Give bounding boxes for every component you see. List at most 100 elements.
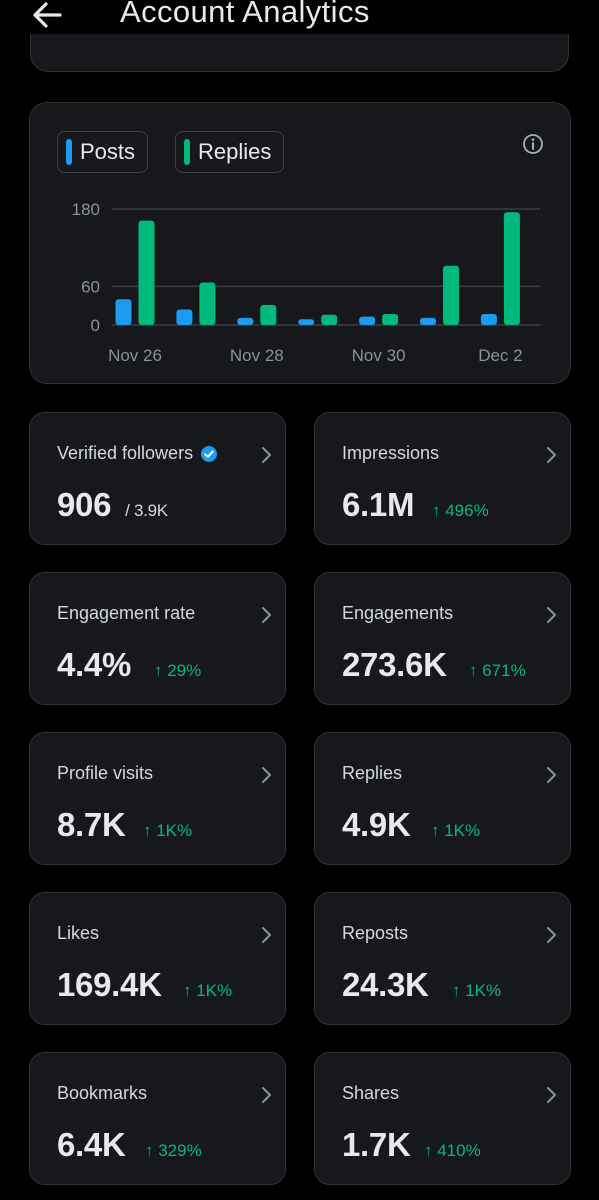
chevron-right-icon[interactable] bbox=[259, 1085, 273, 1105]
stat-value: 273.6K bbox=[342, 646, 447, 684]
chevron-right-icon[interactable] bbox=[544, 445, 558, 465]
bar-posts[interactable] bbox=[115, 299, 132, 325]
bar-posts[interactable] bbox=[420, 317, 436, 325]
legend-swatch-replies bbox=[184, 139, 190, 165]
stat-label: Likes bbox=[57, 923, 99, 944]
stat-card-shares[interactable]: Shares 1.7K ↑ 410% bbox=[314, 1052, 571, 1185]
bar-posts[interactable] bbox=[237, 317, 254, 325]
stat-value-text: 6.4K bbox=[57, 1126, 126, 1163]
stat-change: ↑ 1K% bbox=[143, 821, 193, 840]
stat-value: 906 / 3.9K bbox=[57, 486, 168, 524]
y-tick-label: 0 bbox=[91, 316, 100, 335]
chevron-right-icon[interactable] bbox=[259, 765, 273, 785]
stat-value: 8.7K bbox=[57, 806, 126, 844]
x-tick-label: Nov 28 bbox=[230, 346, 284, 365]
page-title: Account Analytics bbox=[120, 0, 370, 29]
stat-label: Engagements bbox=[342, 603, 453, 624]
chevron-right-icon[interactable] bbox=[259, 925, 273, 945]
x-tick-label: Nov 26 bbox=[108, 346, 162, 365]
stat-card-replies[interactable]: Replies 4.9K ↑ 1K% bbox=[314, 732, 571, 865]
stat-change: ↑ 1K% bbox=[431, 821, 481, 840]
x-tick-label: Dec 2 bbox=[478, 346, 522, 365]
bar-posts[interactable] bbox=[480, 314, 497, 325]
stat-card-reposts[interactable]: Reposts 24.3K ↑ 1K% bbox=[314, 892, 571, 1025]
stat-label-text: Replies bbox=[342, 763, 403, 783]
stat-label: Verified followers bbox=[57, 443, 218, 464]
legend-replies[interactable]: Replies bbox=[175, 131, 285, 173]
y-tick-label: 180 bbox=[72, 200, 100, 219]
chevron-right-icon[interactable] bbox=[544, 1085, 558, 1105]
stat-change: ↑ 410% bbox=[424, 1141, 481, 1160]
stat-label: Impressions bbox=[342, 443, 439, 464]
bar-replies[interactable] bbox=[382, 314, 399, 325]
stat-label-text: Verified followers bbox=[57, 443, 194, 463]
stat-label: Shares bbox=[342, 1083, 399, 1104]
bar-posts[interactable] bbox=[359, 316, 376, 325]
stat-value-text: 8.7K bbox=[57, 806, 126, 843]
stat-label-text: Impressions bbox=[342, 443, 440, 463]
stat-value-text: 24.3K bbox=[342, 966, 429, 1003]
previous-card-edge bbox=[30, 34, 569, 72]
stat-card-profile-visits[interactable]: Profile visits 8.7K ↑ 1K% bbox=[29, 732, 286, 865]
stat-value-text: 6.1M bbox=[342, 486, 415, 523]
bar-posts[interactable] bbox=[176, 309, 193, 325]
bar-replies[interactable] bbox=[260, 305, 277, 325]
x-tick-label: Nov 30 bbox=[352, 346, 406, 365]
stat-card-engagement-rate[interactable]: Engagement rate 4.4% ↑ 29% bbox=[29, 572, 286, 705]
stat-value-text: 4.9K bbox=[342, 806, 411, 843]
stat-label-text: Shares bbox=[342, 1083, 400, 1103]
legend-swatch-posts bbox=[66, 139, 72, 165]
stat-value-text: 4.4% bbox=[57, 646, 132, 683]
stat-card-likes[interactable]: Likes 169.4K ↑ 1K% bbox=[29, 892, 286, 1025]
chevron-right-icon[interactable] bbox=[259, 605, 273, 625]
stat-change: ↑ 671% bbox=[469, 661, 526, 680]
stat-value-text: 1.7K bbox=[342, 1126, 411, 1163]
stat-value: 6.1M bbox=[342, 486, 414, 524]
stat-change: ↑ 329% bbox=[145, 1141, 202, 1160]
bar-chart: 0 60 180 Nov 26 Nov 28 Nov 30 Dec 2 bbox=[72, 200, 540, 365]
verified-badge-icon bbox=[201, 445, 218, 462]
chevron-right-icon[interactable] bbox=[544, 605, 558, 625]
stat-change: ↑ 1K% bbox=[452, 981, 502, 1000]
stat-value: 169.4K bbox=[57, 966, 162, 1004]
chevron-right-icon[interactable] bbox=[259, 445, 273, 465]
bar-replies[interactable] bbox=[503, 212, 520, 325]
stat-card-impressions[interactable]: Impressions 6.1M ↑ 496% bbox=[314, 412, 571, 545]
stat-value-text: 273.6K bbox=[342, 646, 447, 683]
chevron-right-icon[interactable] bbox=[544, 925, 558, 945]
stat-label-text: Bookmarks bbox=[57, 1083, 148, 1103]
stat-value: 1.7K bbox=[342, 1126, 411, 1164]
info-icon[interactable] bbox=[522, 133, 544, 155]
stat-value-text: 169.4K bbox=[57, 966, 162, 1003]
bar-replies[interactable] bbox=[199, 282, 216, 325]
bar-posts[interactable] bbox=[298, 319, 315, 325]
stat-label: Profile visits bbox=[57, 763, 153, 784]
legend-label-replies: Replies bbox=[198, 139, 272, 164]
app-header: Account Analytics bbox=[0, 0, 599, 60]
stat-value: 24.3K bbox=[342, 966, 429, 1004]
stat-change: ↑ 29% bbox=[154, 661, 202, 680]
activity-chart-card: Posts Replies 0 60 180 Nov 26 Nov 28 Nov 30 De… bbox=[29, 102, 571, 384]
bar-replies[interactable] bbox=[138, 220, 155, 325]
stat-label-text: Engagements bbox=[342, 603, 454, 623]
stat-label: Engagement rate bbox=[57, 603, 195, 624]
stat-label: Replies bbox=[342, 763, 402, 784]
stat-card-bookmarks[interactable]: Bookmarks 6.4K ↑ 329% bbox=[29, 1052, 286, 1185]
stat-subvalue: / 3.9K bbox=[125, 501, 168, 520]
stat-card-verified-followers[interactable]: Verified followers 906 / 3.9K bbox=[29, 412, 286, 545]
stat-value: 4.9K bbox=[342, 806, 411, 844]
stat-change: ↑ 1K% bbox=[183, 981, 233, 1000]
stat-change: ↑ 496% bbox=[432, 501, 489, 520]
bar-replies[interactable] bbox=[321, 314, 338, 325]
legend-label-posts: Posts bbox=[80, 139, 136, 164]
chevron-right-icon[interactable] bbox=[544, 765, 558, 785]
arrow-left-icon[interactable] bbox=[28, 0, 68, 32]
stat-label: Reposts bbox=[342, 923, 408, 944]
legend-posts[interactable]: Posts bbox=[57, 131, 149, 173]
stat-value: 6.4K bbox=[57, 1126, 126, 1164]
stat-label-text: Reposts bbox=[342, 923, 409, 943]
stat-card-engagements[interactable]: Engagements 273.6K ↑ 671% bbox=[314, 572, 571, 705]
bar-replies[interactable] bbox=[443, 265, 459, 325]
stat-value: 4.4% bbox=[57, 646, 131, 684]
y-tick-label: 60 bbox=[81, 277, 100, 296]
